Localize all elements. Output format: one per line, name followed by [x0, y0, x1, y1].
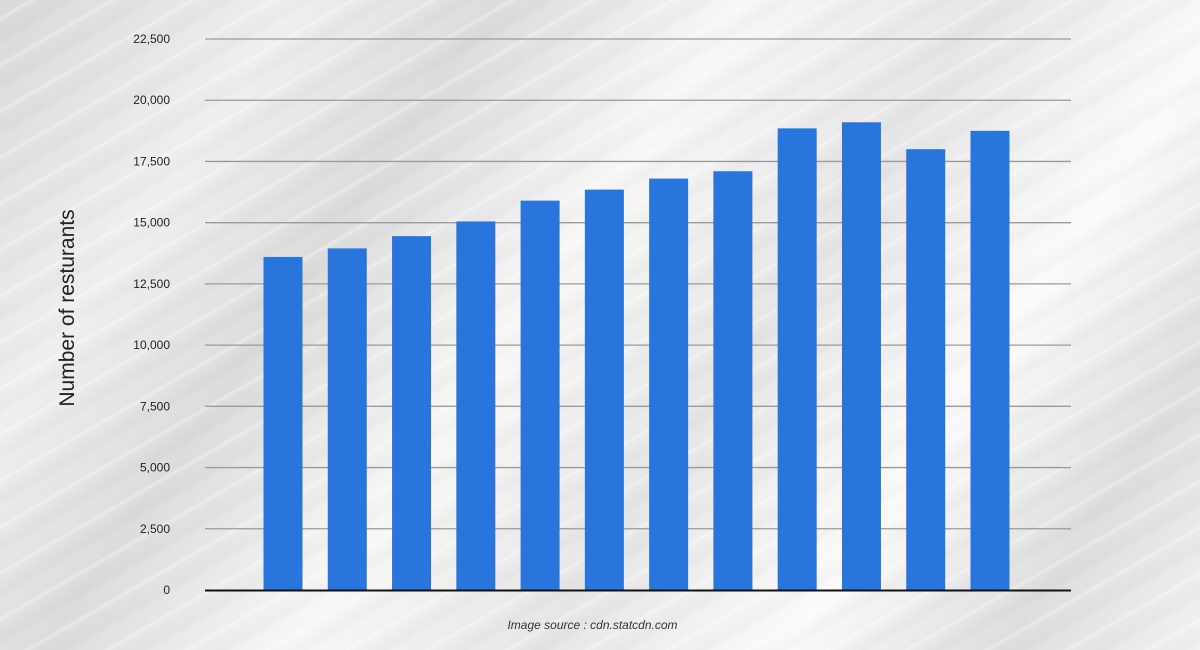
y-tick-label: 20,000 — [133, 93, 170, 107]
y-tick-label: 5,000 — [140, 461, 170, 475]
bar — [520, 200, 560, 591]
y-axis-title: Number of resturants — [56, 209, 79, 406]
y-tick-label: 22,500 — [133, 32, 170, 46]
bar — [970, 130, 1010, 591]
bar — [713, 171, 753, 591]
bar — [777, 128, 817, 590]
bar — [649, 178, 689, 590]
bar — [906, 149, 946, 590]
bar — [327, 248, 367, 590]
y-tick-label: 2,500 — [140, 522, 170, 536]
bar — [392, 236, 432, 590]
bar — [584, 189, 624, 590]
bar — [263, 256, 303, 590]
bar — [456, 221, 496, 591]
y-tick-label: 17,500 — [133, 154, 170, 168]
bars — [263, 122, 1010, 591]
y-tick-label: 7,500 — [140, 399, 170, 413]
y-tick-label: 0 — [163, 583, 170, 597]
image-source-note: Image source : cdn.statcdn.com — [507, 618, 678, 632]
bar — [841, 122, 881, 591]
y-tick-label: 15,000 — [133, 216, 170, 230]
y-axis-ticks: 0 2,500 5,000 7,500 10,000 12,500 15,000 17,500… — [133, 32, 170, 597]
y-tick-label: 12,500 — [133, 277, 170, 291]
y-tick-label: 10,000 — [133, 338, 170, 352]
